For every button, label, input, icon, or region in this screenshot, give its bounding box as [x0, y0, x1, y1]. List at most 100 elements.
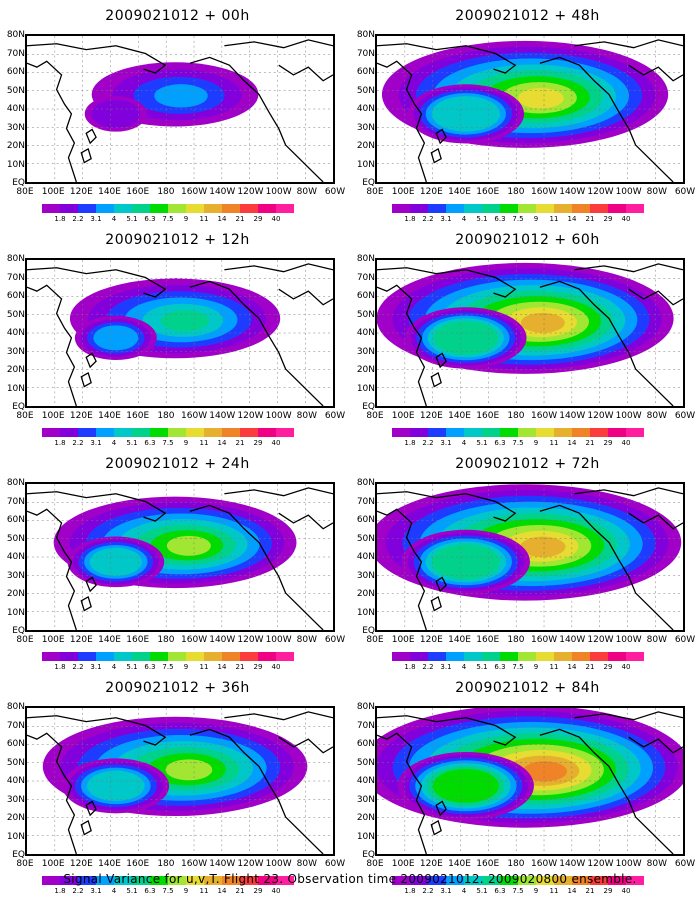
longitude-label: 160W	[181, 635, 208, 645]
longitude-label: 160W	[181, 187, 208, 197]
colorbar-label: 2.2	[72, 887, 84, 895]
longitude-label: 60W	[674, 411, 696, 421]
colorbar-label: 7.5	[162, 215, 174, 223]
colorbar-swatch	[392, 652, 410, 661]
map-panel: 2009021012 + 24h 80N 70N 60N 50N 40N 30N 20N 10N…	[5, 456, 350, 676]
longitude-label: 180	[157, 187, 175, 197]
colorbar-swatch	[276, 652, 294, 661]
colorbar-swatch	[590, 204, 608, 213]
colorbar-swatch	[222, 876, 240, 885]
longitude-label: 160E	[476, 187, 500, 197]
colorbar-label: 4	[461, 439, 467, 447]
longitude-label: 180	[157, 635, 175, 645]
latitude-label: 20N	[6, 813, 25, 823]
latitude-label: 40N	[356, 104, 375, 114]
colorbar-label: 5.1	[476, 215, 488, 223]
latitude-label: 40N	[6, 328, 25, 338]
colorbar-label: 14	[567, 663, 577, 671]
longitude-label: 120E	[419, 635, 443, 645]
latitude-label: 10N	[6, 831, 25, 842]
colorbar-label: 21	[235, 439, 245, 447]
longitude-label: 140E	[448, 411, 471, 421]
colorbar-label: 1.8	[54, 663, 66, 671]
colorbar-swatch	[96, 204, 114, 213]
latitude-label: 40N	[356, 552, 375, 562]
latitude-label: 20N	[356, 141, 375, 151]
colorbar-label: 6.3	[144, 215, 156, 223]
colorbar-label: 21	[585, 439, 595, 447]
latitude-label: 70N	[356, 720, 375, 731]
colorbar-label: 5.1	[476, 663, 488, 671]
colorbar-label: 1.8	[404, 887, 416, 895]
colorbar-swatch	[204, 652, 222, 661]
colorbar-swatch	[168, 652, 186, 661]
latitude-label: EQ	[362, 850, 375, 860]
colorbar-swatch	[276, 204, 294, 213]
colorbar-swatch	[150, 876, 168, 885]
colorbar-swatch	[446, 428, 464, 437]
panel-title: 2009021012 + 84h	[455, 680, 600, 696]
colorbar-label: 6.3	[494, 439, 506, 447]
colorbar-swatch	[608, 652, 626, 661]
colorbar-label: 3.1	[90, 663, 102, 671]
colorbar-swatch	[240, 428, 258, 437]
longitude-label: 140E	[448, 859, 471, 869]
panel-title: 2009021012 + 36h	[105, 680, 250, 696]
colorbar-label: 4	[111, 887, 117, 895]
colorbar-swatch	[608, 428, 626, 437]
map-panel: 2009021012 + 72h 80N 70N 60N 50N 40N 30N 20N 10N…	[355, 456, 700, 676]
latitude-label: 50N	[6, 533, 25, 544]
variance-map	[25, 706, 335, 856]
longitude-label: 120E	[69, 411, 93, 421]
latitude-label: 70N	[6, 496, 25, 507]
colorbar-swatch	[572, 204, 590, 213]
colorbar-swatch	[608, 876, 626, 885]
colorbar-swatch	[60, 428, 78, 437]
longitude-label: 180	[507, 635, 525, 645]
colorbar-swatch	[42, 204, 60, 213]
colorbar-swatch	[464, 652, 482, 661]
colorbar-swatch	[392, 428, 410, 437]
colorbar-label: 14	[567, 887, 577, 895]
longitude-label: 140E	[98, 859, 121, 869]
variance-map	[375, 34, 685, 184]
latitude-label: 40N	[6, 776, 25, 786]
latitude-label: 80N	[6, 702, 25, 712]
colorbar-swatch	[428, 428, 446, 437]
colorbar-label: 11	[199, 215, 209, 223]
longitude-label: 140W	[209, 187, 236, 197]
colorbar-label: 2.2	[72, 663, 84, 671]
colorbar-swatch	[114, 204, 132, 213]
latitude-label: 20N	[356, 365, 375, 375]
latitude-label: 40N	[6, 552, 25, 562]
longitude-label: 80W	[296, 859, 317, 869]
colorbar-swatch	[132, 204, 150, 213]
longitude-label: 140W	[209, 859, 236, 869]
colorbar-swatch	[150, 652, 168, 661]
colorbar-swatch	[222, 652, 240, 661]
colorbar-swatch	[60, 204, 78, 213]
longitude-label: 120W	[237, 187, 264, 197]
longitude-label: 100W	[615, 859, 642, 869]
longitude-label: 100W	[265, 187, 292, 197]
colorbar-label: 9	[183, 887, 189, 895]
longitude-label: 80E	[366, 635, 384, 645]
map-panel: 2009021012 + 48h 80N 70N 60N 50N 40N 30N 20N 10N…	[355, 8, 700, 228]
colorbar-swatch	[410, 876, 428, 885]
variance-map	[375, 706, 685, 856]
colorbar	[42, 428, 294, 437]
latitude-label: 20N	[6, 365, 25, 375]
colorbar-label: 14	[217, 439, 227, 447]
colorbar-label: 11	[549, 215, 559, 223]
colorbar-label: 21	[235, 215, 245, 223]
longitude-label: 120E	[69, 635, 93, 645]
latitude-label: 60N	[6, 291, 25, 301]
longitude-label: 100E	[391, 635, 415, 645]
colorbar-swatch	[428, 204, 446, 213]
colorbar-label: 2.2	[72, 215, 84, 223]
colorbar-swatch	[446, 652, 464, 661]
latitude-label: 10N	[6, 607, 25, 618]
colorbar-label: 1.8	[404, 663, 416, 671]
longitude-label: 140E	[98, 635, 121, 645]
panel-title: 2009021012 + 48h	[455, 8, 600, 24]
